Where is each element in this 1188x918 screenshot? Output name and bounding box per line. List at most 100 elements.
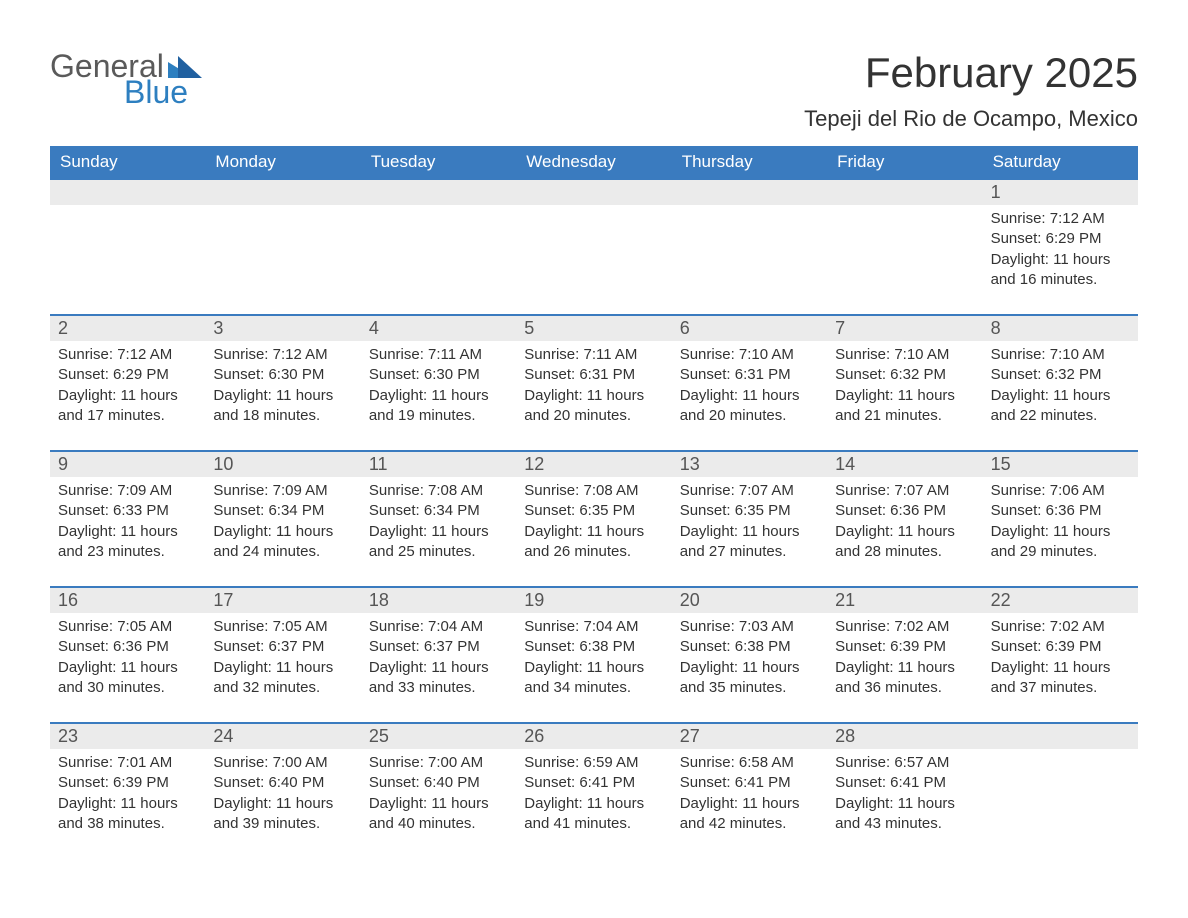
empty-cell <box>983 724 1138 840</box>
sunrise-line: Sunrise: 6:59 AM <box>524 753 663 773</box>
sunset-line: Sunset: 6:34 PM <box>213 501 352 521</box>
daylight-line-1: Daylight: 11 hours <box>58 658 197 678</box>
day-cell: 23Sunrise: 7:01 AMSunset: 6:39 PMDayligh… <box>50 724 205 840</box>
daylight-line-1: Daylight: 11 hours <box>835 794 974 814</box>
calendar: SundayMondayTuesdayWednesdayThursdayFrid… <box>50 146 1138 840</box>
day-cell: 26Sunrise: 6:59 AMSunset: 6:41 PMDayligh… <box>516 724 671 840</box>
week-row: 23Sunrise: 7:01 AMSunset: 6:39 PMDayligh… <box>50 722 1138 840</box>
daylight-line-1: Daylight: 11 hours <box>991 386 1130 406</box>
day-number: 5 <box>516 316 671 341</box>
day-number <box>50 180 205 205</box>
empty-cell <box>361 180 516 296</box>
day-number: 8 <box>983 316 1138 341</box>
weekday-header: Sunday <box>50 146 205 178</box>
day-number: 2 <box>50 316 205 341</box>
weekday-header: Monday <box>205 146 360 178</box>
logo-word-blue: Blue <box>124 76 202 108</box>
weekday-header: Saturday <box>983 146 1138 178</box>
empty-cell <box>672 180 827 296</box>
daylight-line-1: Daylight: 11 hours <box>835 658 974 678</box>
daylight-line-1: Daylight: 11 hours <box>213 522 352 542</box>
day-cell: 18Sunrise: 7:04 AMSunset: 6:37 PMDayligh… <box>361 588 516 704</box>
day-number: 28 <box>827 724 982 749</box>
sunset-line: Sunset: 6:35 PM <box>680 501 819 521</box>
sunrise-line: Sunrise: 6:57 AM <box>835 753 974 773</box>
sunrise-line: Sunrise: 7:00 AM <box>369 753 508 773</box>
day-number: 27 <box>672 724 827 749</box>
day-cell: 7Sunrise: 7:10 AMSunset: 6:32 PMDaylight… <box>827 316 982 432</box>
sunset-line: Sunset: 6:37 PM <box>369 637 508 657</box>
sunrise-line: Sunrise: 7:07 AM <box>835 481 974 501</box>
day-number: 7 <box>827 316 982 341</box>
weekday-header: Thursday <box>672 146 827 178</box>
sunrise-line: Sunrise: 7:07 AM <box>680 481 819 501</box>
daylight-line-1: Daylight: 11 hours <box>680 522 819 542</box>
daylight-line-2: and 29 minutes. <box>991 542 1130 562</box>
sunset-line: Sunset: 6:30 PM <box>213 365 352 385</box>
sunset-line: Sunset: 6:37 PM <box>213 637 352 657</box>
daylight-line-1: Daylight: 11 hours <box>991 658 1130 678</box>
daylight-line-2: and 24 minutes. <box>213 542 352 562</box>
empty-cell <box>50 180 205 296</box>
daylight-line-1: Daylight: 11 hours <box>369 522 508 542</box>
day-cell: 15Sunrise: 7:06 AMSunset: 6:36 PMDayligh… <box>983 452 1138 568</box>
weeks-container: 1Sunrise: 7:12 AMSunset: 6:29 PMDaylight… <box>50 178 1138 840</box>
daylight-line-1: Daylight: 11 hours <box>213 386 352 406</box>
sunset-line: Sunset: 6:34 PM <box>369 501 508 521</box>
daylight-line-2: and 21 minutes. <box>835 406 974 426</box>
day-number: 10 <box>205 452 360 477</box>
sunset-line: Sunset: 6:36 PM <box>835 501 974 521</box>
sunrise-line: Sunrise: 7:08 AM <box>524 481 663 501</box>
daylight-line-1: Daylight: 11 hours <box>835 522 974 542</box>
daylight-line-2: and 26 minutes. <box>524 542 663 562</box>
day-number: 3 <box>205 316 360 341</box>
daylight-line-1: Daylight: 11 hours <box>213 794 352 814</box>
day-cell: 9Sunrise: 7:09 AMSunset: 6:33 PMDaylight… <box>50 452 205 568</box>
sunset-line: Sunset: 6:32 PM <box>835 365 974 385</box>
day-cell: 1Sunrise: 7:12 AMSunset: 6:29 PMDaylight… <box>983 180 1138 296</box>
empty-cell <box>205 180 360 296</box>
location-label: Tepeji del Rio de Ocampo, Mexico <box>804 106 1138 132</box>
day-cell: 12Sunrise: 7:08 AMSunset: 6:35 PMDayligh… <box>516 452 671 568</box>
sunrise-line: Sunrise: 7:05 AM <box>58 617 197 637</box>
sunset-line: Sunset: 6:39 PM <box>58 773 197 793</box>
sunrise-line: Sunrise: 7:03 AM <box>680 617 819 637</box>
sunset-line: Sunset: 6:32 PM <box>991 365 1130 385</box>
day-cell: 22Sunrise: 7:02 AMSunset: 6:39 PMDayligh… <box>983 588 1138 704</box>
day-cell: 17Sunrise: 7:05 AMSunset: 6:37 PMDayligh… <box>205 588 360 704</box>
sunrise-line: Sunrise: 7:00 AM <box>213 753 352 773</box>
daylight-line-1: Daylight: 11 hours <box>213 658 352 678</box>
daylight-line-2: and 18 minutes. <box>213 406 352 426</box>
day-cell: 19Sunrise: 7:04 AMSunset: 6:38 PMDayligh… <box>516 588 671 704</box>
daylight-line-2: and 20 minutes. <box>680 406 819 426</box>
daylight-line-1: Daylight: 11 hours <box>835 386 974 406</box>
daylight-line-1: Daylight: 11 hours <box>369 386 508 406</box>
day-number: 1 <box>983 180 1138 205</box>
day-cell: 25Sunrise: 7:00 AMSunset: 6:40 PMDayligh… <box>361 724 516 840</box>
empty-cell <box>516 180 671 296</box>
sunrise-line: Sunrise: 7:10 AM <box>680 345 819 365</box>
day-number: 22 <box>983 588 1138 613</box>
daylight-line-2: and 41 minutes. <box>524 814 663 834</box>
daylight-line-2: and 40 minutes. <box>369 814 508 834</box>
daylight-line-1: Daylight: 11 hours <box>58 522 197 542</box>
day-cell: 21Sunrise: 7:02 AMSunset: 6:39 PMDayligh… <box>827 588 982 704</box>
day-cell: 20Sunrise: 7:03 AMSunset: 6:38 PMDayligh… <box>672 588 827 704</box>
daylight-line-2: and 30 minutes. <box>58 678 197 698</box>
sunrise-line: Sunrise: 7:04 AM <box>369 617 508 637</box>
day-cell: 11Sunrise: 7:08 AMSunset: 6:34 PMDayligh… <box>361 452 516 568</box>
sunrise-line: Sunrise: 7:02 AM <box>991 617 1130 637</box>
day-cell: 6Sunrise: 7:10 AMSunset: 6:31 PMDaylight… <box>672 316 827 432</box>
day-number: 15 <box>983 452 1138 477</box>
sunset-line: Sunset: 6:30 PM <box>369 365 508 385</box>
daylight-line-1: Daylight: 11 hours <box>680 386 819 406</box>
sunrise-line: Sunrise: 7:09 AM <box>213 481 352 501</box>
sunrise-line: Sunrise: 7:01 AM <box>58 753 197 773</box>
daylight-line-2: and 38 minutes. <box>58 814 197 834</box>
sunrise-line: Sunrise: 7:12 AM <box>58 345 197 365</box>
day-number: 18 <box>361 588 516 613</box>
day-cell: 3Sunrise: 7:12 AMSunset: 6:30 PMDaylight… <box>205 316 360 432</box>
daylight-line-1: Daylight: 11 hours <box>680 794 819 814</box>
week-row: 16Sunrise: 7:05 AMSunset: 6:36 PMDayligh… <box>50 586 1138 704</box>
sunrise-line: Sunrise: 6:58 AM <box>680 753 819 773</box>
